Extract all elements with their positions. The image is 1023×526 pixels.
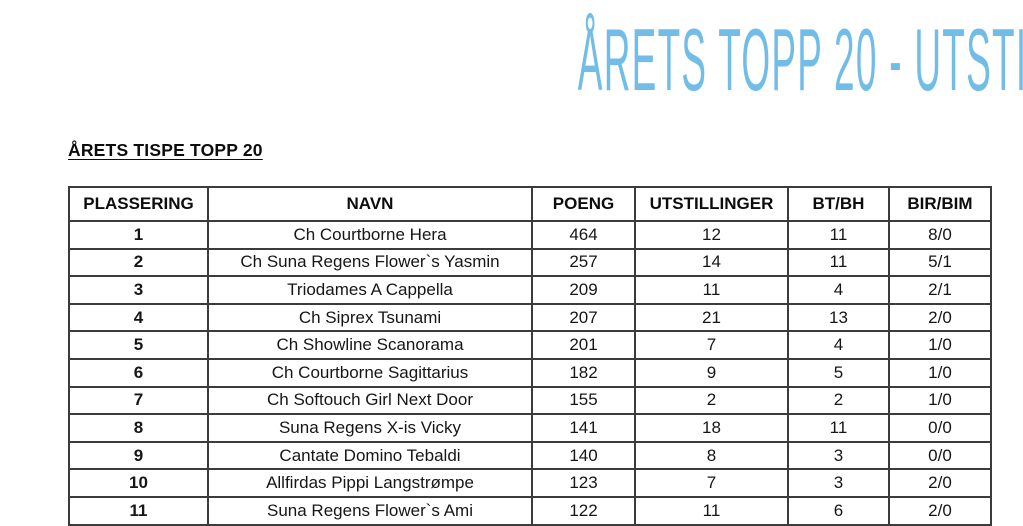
rank-cell: 10 bbox=[68, 468, 209, 498]
table-row: 7 Ch Softouch Girl Next Door 155 2 2 1/0 bbox=[68, 385, 992, 416]
bir-bim-cell: 8/0 bbox=[888, 220, 992, 250]
utstillinger-cell: 9 bbox=[634, 357, 789, 388]
poeng-cell: 141 bbox=[531, 413, 636, 443]
col-header-poeng: POENG bbox=[531, 186, 636, 222]
name-cell: Suna Regens Flower`s Ami bbox=[207, 495, 533, 526]
bt-bh-cell: 5 bbox=[787, 357, 890, 388]
name-cell: Allfirdas Pippi Langstrømpe bbox=[207, 468, 533, 498]
col-header-bir-bim: BIR/BIM bbox=[888, 186, 992, 222]
utstillinger-cell: 7 bbox=[634, 330, 789, 360]
col-header-utstillinger: UTSTILLINGER bbox=[634, 186, 789, 222]
poeng-cell: 201 bbox=[531, 330, 636, 360]
poeng-cell: 209 bbox=[531, 275, 636, 305]
name-cell: Triodames A Cappella bbox=[207, 275, 533, 305]
bt-bh-cell: 4 bbox=[787, 275, 890, 305]
name-cell: Cantate Domino Tebaldi bbox=[207, 440, 533, 471]
name-cell: Ch Courtborne Hera bbox=[207, 220, 533, 250]
utstillinger-cell: 11 bbox=[634, 275, 789, 305]
rank-cell: 11 bbox=[68, 495, 209, 526]
poeng-cell: 122 bbox=[531, 495, 636, 526]
table-row: 9 Cantate Domino Tebaldi 140 8 3 0/0 bbox=[68, 440, 992, 471]
table-row: 5 Ch Showline Scanorama 201 7 4 1/0 bbox=[68, 330, 992, 360]
bt-bh-cell: 4 bbox=[787, 330, 890, 360]
bir-bim-cell: 2/1 bbox=[888, 275, 992, 305]
rank-cell: 7 bbox=[68, 385, 209, 416]
utstillinger-cell: 8 bbox=[634, 440, 789, 471]
bt-bh-cell: 3 bbox=[787, 440, 890, 471]
poeng-cell: 207 bbox=[531, 302, 636, 333]
bir-bim-cell: 1/0 bbox=[888, 330, 992, 360]
name-cell: Ch Showline Scanorama bbox=[207, 330, 533, 360]
bt-bh-cell: 11 bbox=[787, 413, 890, 443]
rank-cell: 2 bbox=[68, 247, 209, 278]
col-header-bt-bh: BT/BH bbox=[787, 186, 890, 222]
bir-bim-cell: 1/0 bbox=[888, 385, 992, 416]
name-cell: Ch Suna Regens Flower`s Yasmin bbox=[207, 247, 533, 278]
name-cell: Ch Softouch Girl Next Door bbox=[207, 385, 533, 416]
poeng-cell: 182 bbox=[531, 357, 636, 388]
utstillinger-cell: 2 bbox=[634, 385, 789, 416]
bt-bh-cell: 11 bbox=[787, 247, 890, 278]
bir-bim-cell: 0/0 bbox=[888, 413, 992, 443]
name-cell: Ch Siprex Tsunami bbox=[207, 302, 533, 333]
table-row: 2 Ch Suna Regens Flower`s Yasmin 257 14 … bbox=[68, 247, 992, 278]
utstillinger-cell: 11 bbox=[634, 495, 789, 526]
poeng-cell: 123 bbox=[531, 468, 636, 498]
bt-bh-cell: 11 bbox=[787, 220, 890, 250]
rank-cell: 9 bbox=[68, 440, 209, 471]
table-row: 8 Suna Regens X-is Vicky 141 18 11 0/0 bbox=[68, 413, 992, 443]
bir-bim-cell: 1/0 bbox=[888, 357, 992, 388]
bt-bh-cell: 3 bbox=[787, 468, 890, 498]
page-title-wrap: ÅRETS TOPP 20 - UTSTILLINGSTISPER bbox=[74, 16, 1023, 104]
page-title: ÅRETS TOPP 20 - UTSTILLINGSTISPER bbox=[577, 10, 1023, 109]
utstillinger-cell: 18 bbox=[634, 413, 789, 443]
rank-cell: 3 bbox=[68, 275, 209, 305]
top20-table: PLASSERING NAVN POENG UTSTILLINGER BT/BH… bbox=[68, 186, 992, 526]
table-row: 6 Ch Courtborne Sagittarius 182 9 5 1/0 bbox=[68, 357, 992, 388]
poeng-cell: 257 bbox=[531, 247, 636, 278]
poeng-cell: 464 bbox=[531, 220, 636, 250]
rank-cell: 1 bbox=[68, 220, 209, 250]
utstillinger-cell: 12 bbox=[634, 220, 789, 250]
table-row: 10 Allfirdas Pippi Langstrømpe 123 7 3 2… bbox=[68, 468, 992, 498]
bt-bh-cell: 6 bbox=[787, 495, 890, 526]
table-row: 11 Suna Regens Flower`s Ami 122 11 6 2/0 bbox=[68, 495, 992, 526]
bt-bh-cell: 2 bbox=[787, 385, 890, 416]
utstillinger-cell: 21 bbox=[634, 302, 789, 333]
name-cell: Suna Regens X-is Vicky bbox=[207, 413, 533, 443]
bir-bim-cell: 2/0 bbox=[888, 468, 992, 498]
poeng-cell: 140 bbox=[531, 440, 636, 471]
table-row: 4 Ch Siprex Tsunami 207 21 13 2/0 bbox=[68, 302, 992, 333]
table-header-row: PLASSERING NAVN POENG UTSTILLINGER BT/BH… bbox=[68, 186, 992, 222]
rank-cell: 6 bbox=[68, 357, 209, 388]
rank-cell: 4 bbox=[68, 302, 209, 333]
rank-cell: 5 bbox=[68, 330, 209, 360]
section-heading: ÅRETS TISPE TOPP 20 bbox=[68, 140, 263, 160]
name-cell: Ch Courtborne Sagittarius bbox=[207, 357, 533, 388]
utstillinger-cell: 7 bbox=[634, 468, 789, 498]
bir-bim-cell: 2/0 bbox=[888, 495, 992, 526]
bir-bim-cell: 2/0 bbox=[888, 302, 992, 333]
col-header-plassering: PLASSERING bbox=[68, 186, 209, 222]
rank-cell: 8 bbox=[68, 413, 209, 443]
table-row: 1 Ch Courtborne Hera 464 12 11 8/0 bbox=[68, 220, 992, 250]
col-header-navn: NAVN bbox=[207, 186, 533, 222]
utstillinger-cell: 14 bbox=[634, 247, 789, 278]
bir-bim-cell: 0/0 bbox=[888, 440, 992, 471]
bt-bh-cell: 13 bbox=[787, 302, 890, 333]
table-row: 3 Triodames A Cappella 209 11 4 2/1 bbox=[68, 275, 992, 305]
bir-bim-cell: 5/1 bbox=[888, 247, 992, 278]
poeng-cell: 155 bbox=[531, 385, 636, 416]
